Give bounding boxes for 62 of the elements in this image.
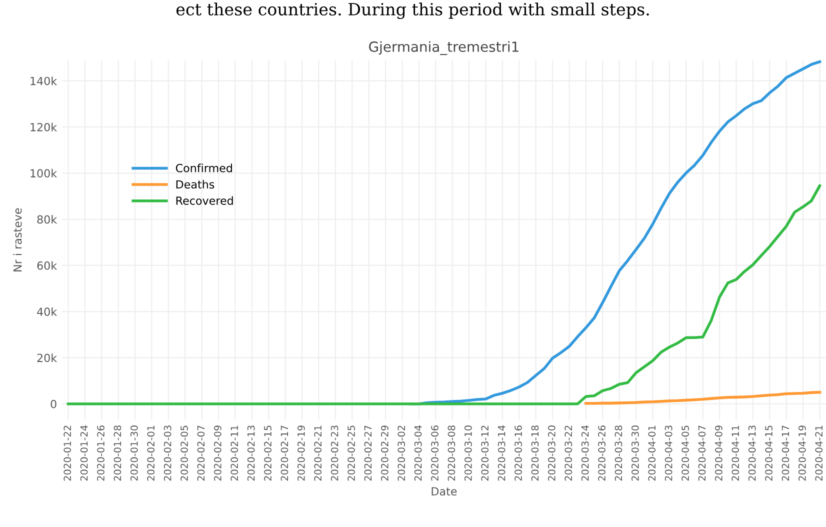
legend-label: Recovered	[176, 196, 233, 205]
x-tick-label: 2020-04-17	[782, 426, 790, 481]
x-tick-label: 2020-01-30	[130, 426, 138, 481]
x-tick-label: 2020-04-21	[815, 426, 823, 481]
x-tick-label: 2020-03-12	[481, 426, 489, 481]
x-tick-label: 2020-04-01	[648, 426, 656, 481]
x-tick-label: 2020-01-24	[80, 425, 88, 481]
x-axis-title: Date	[432, 487, 457, 496]
x-tick-label: 2020-03-30	[632, 426, 639, 481]
x-tick-label: 2020-03-28	[614, 426, 622, 481]
legend-label: Deaths	[176, 180, 214, 189]
x-tick-label: 2020-03-02	[398, 426, 406, 481]
x-tick-label: 2020-02-17	[280, 426, 288, 481]
x-tick-label: 2020-03-16	[514, 425, 522, 481]
y-tick-label: 40k	[37, 307, 58, 316]
y-tick-label: 60k	[37, 261, 58, 270]
chart-title: Gjermania_tremestri1	[369, 41, 518, 56]
x-tick-label: 2020-02-09	[214, 426, 222, 481]
x-tick-label: 2020-03-26	[598, 425, 606, 481]
x-tick-label: 2020-02-21	[314, 426, 322, 481]
y-axis-title: Nr i rasteve	[13, 208, 22, 272]
y-tick-label: 140k	[30, 76, 58, 86]
x-tick-label: 2020-03-18	[531, 426, 539, 481]
x-tick-label: 2020-03-04	[414, 425, 422, 481]
x-tick-label: 2020-02-29	[380, 426, 388, 481]
x-tick-label: 2020-03-08	[448, 426, 456, 481]
x-tick-label: 2020-01-26	[97, 425, 104, 481]
y-tick-label: 120k	[30, 122, 58, 132]
y-tick-label: 80k	[37, 215, 58, 224]
x-tick-label: 2020-03-14	[498, 425, 506, 481]
x-tick-label: 2020-04-19	[798, 426, 806, 481]
x-tick-label: 2020-02-15	[264, 426, 272, 481]
x-tick-label: 2020-02-13	[247, 426, 255, 481]
x-tick-label: 2020-01-22	[64, 426, 72, 481]
text: ect these countries. During this period with small steps.	[176, 2, 649, 19]
x-tick-label: 2020-01-28	[114, 426, 122, 481]
x-tick-label: 2020-04-09	[715, 426, 722, 481]
x-tick-label: 2020-02-05	[180, 426, 188, 481]
x-tick-label: 2020-04-15	[765, 426, 772, 481]
x-tick-label: 2020-02-27	[364, 426, 372, 481]
x-tick-label: 2020-02-23	[330, 426, 338, 481]
y-tick-label: 20k	[37, 354, 58, 362]
x-tick-label: 2020-03-22	[564, 426, 572, 481]
x-tick-label: 2020-04-07	[698, 426, 706, 481]
x-tick-label: 2020-03-06	[431, 425, 438, 481]
x-tick-label: 2020-03-20	[548, 426, 556, 481]
x-tick-label: 2020-02-03	[164, 426, 172, 481]
x-tick-label: 2020-04-03	[664, 426, 672, 481]
x-tick-label: 2020-04-05	[682, 426, 689, 481]
x-tick-label: 2020-04-13	[748, 426, 756, 481]
y-tick-label: 100k	[30, 168, 58, 178]
y-tick-label: 0	[50, 400, 56, 408]
x-tick-label: 2020-03-10	[464, 426, 472, 481]
x-tick-label: 2020-02-11	[230, 426, 238, 481]
x-tick-label: 2020-02-01	[147, 426, 155, 481]
legend-label: Confirmed	[176, 164, 232, 172]
x-tick-label: 2020-02-07	[197, 426, 205, 481]
x-tick-label: 2020-02-19	[297, 426, 305, 481]
x-tick-label: 2020-03-24	[581, 425, 589, 481]
x-tick-label: 2020-02-25	[348, 426, 355, 481]
line-series	[584, 390, 822, 405]
x-tick-label: 2020-04-11	[732, 426, 740, 481]
